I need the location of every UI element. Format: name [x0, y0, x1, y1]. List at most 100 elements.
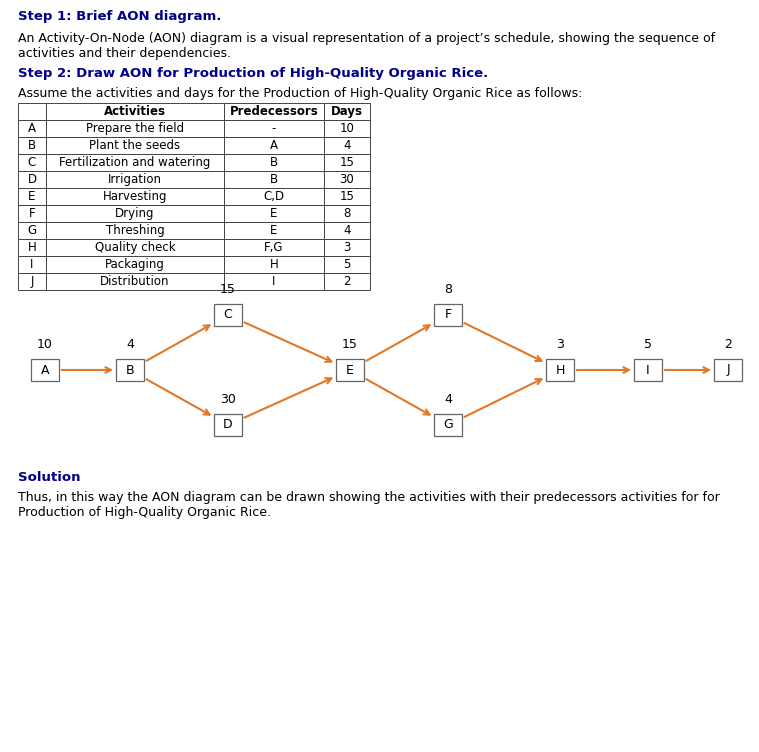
- Bar: [224, 222, 324, 239]
- Text: I: I: [646, 363, 650, 377]
- Text: H: H: [27, 241, 36, 254]
- Bar: [18, 171, 46, 188]
- Text: Solution: Solution: [18, 471, 80, 484]
- Bar: [434, 414, 462, 436]
- Bar: [324, 222, 370, 239]
- Text: Activities: Activities: [104, 105, 166, 118]
- Bar: [18, 273, 46, 290]
- Text: D: D: [27, 173, 36, 186]
- Text: B: B: [270, 156, 278, 169]
- Text: 15: 15: [220, 283, 236, 296]
- Text: 10: 10: [339, 122, 354, 135]
- Bar: [18, 137, 46, 154]
- Bar: [18, 222, 46, 239]
- Text: J: J: [726, 363, 730, 377]
- Text: 3: 3: [556, 338, 564, 351]
- Bar: [18, 256, 46, 273]
- Bar: [46, 103, 224, 120]
- Bar: [324, 273, 370, 290]
- Bar: [18, 239, 46, 256]
- Text: 5: 5: [343, 258, 351, 271]
- Text: I: I: [30, 258, 33, 271]
- Text: E: E: [28, 190, 36, 203]
- Bar: [224, 154, 324, 171]
- Text: 15: 15: [339, 156, 354, 169]
- Text: H: H: [269, 258, 279, 271]
- Text: E: E: [270, 207, 278, 220]
- Bar: [324, 239, 370, 256]
- Text: Threshing: Threshing: [106, 224, 165, 237]
- Text: Harvesting: Harvesting: [102, 190, 167, 203]
- Bar: [18, 205, 46, 222]
- Bar: [46, 205, 224, 222]
- Text: C: C: [28, 156, 36, 169]
- Text: A: A: [28, 122, 36, 135]
- Text: G: G: [443, 419, 453, 432]
- Text: C,D: C,D: [263, 190, 285, 203]
- Bar: [31, 359, 59, 381]
- Text: -: -: [272, 122, 276, 135]
- Bar: [324, 256, 370, 273]
- Text: Packaging: Packaging: [105, 258, 165, 271]
- Bar: [46, 239, 224, 256]
- Text: Predecessors: Predecessors: [230, 105, 318, 118]
- Bar: [18, 154, 46, 171]
- Text: 8: 8: [444, 283, 452, 296]
- Text: 8: 8: [343, 207, 351, 220]
- Bar: [214, 414, 242, 436]
- Bar: [18, 103, 46, 120]
- Bar: [18, 188, 46, 205]
- Bar: [116, 359, 144, 381]
- Text: F: F: [445, 308, 452, 322]
- Bar: [324, 137, 370, 154]
- Bar: [324, 103, 370, 120]
- Text: Production of High-Quality Organic Rice.: Production of High-Quality Organic Rice.: [18, 506, 271, 519]
- Text: 15: 15: [342, 338, 358, 351]
- Text: Prepare the field: Prepare the field: [86, 122, 184, 135]
- Text: Quality check: Quality check: [95, 241, 175, 254]
- Bar: [46, 273, 224, 290]
- Bar: [324, 154, 370, 171]
- Text: C: C: [224, 308, 232, 322]
- Bar: [46, 222, 224, 239]
- Text: Step 2: Draw AON for Production of High-Quality Organic Rice.: Step 2: Draw AON for Production of High-…: [18, 67, 488, 80]
- Bar: [714, 359, 742, 381]
- Bar: [224, 239, 324, 256]
- Text: 10: 10: [37, 338, 53, 351]
- Text: D: D: [223, 419, 233, 432]
- Text: B: B: [28, 139, 36, 152]
- Text: B: B: [126, 363, 134, 377]
- Bar: [224, 188, 324, 205]
- Text: J: J: [30, 275, 33, 288]
- Text: 4: 4: [126, 338, 134, 351]
- Bar: [324, 188, 370, 205]
- Bar: [324, 120, 370, 137]
- Text: Step 1: Brief AON diagram.: Step 1: Brief AON diagram.: [18, 10, 222, 23]
- Text: G: G: [27, 224, 36, 237]
- Text: Fertilization and watering: Fertilization and watering: [59, 156, 211, 169]
- Text: 2: 2: [343, 275, 351, 288]
- Text: Drying: Drying: [115, 207, 155, 220]
- Text: A: A: [270, 139, 278, 152]
- Text: H: H: [556, 363, 565, 377]
- Text: 3: 3: [343, 241, 351, 254]
- Bar: [224, 103, 324, 120]
- Text: Assume the activities and days for the Production of High-Quality Organic Rice a: Assume the activities and days for the P…: [18, 87, 582, 100]
- Text: 30: 30: [220, 393, 236, 406]
- Bar: [46, 154, 224, 171]
- Text: Days: Days: [331, 105, 363, 118]
- Text: 15: 15: [339, 190, 354, 203]
- Text: activities and their dependencies.: activities and their dependencies.: [18, 47, 231, 60]
- Bar: [46, 188, 224, 205]
- Text: E: E: [346, 363, 354, 377]
- Text: F: F: [29, 207, 36, 220]
- Text: Irrigation: Irrigation: [108, 173, 162, 186]
- Bar: [324, 171, 370, 188]
- Bar: [46, 137, 224, 154]
- Bar: [224, 120, 324, 137]
- Bar: [324, 205, 370, 222]
- Text: 5: 5: [644, 338, 652, 351]
- Text: 4: 4: [343, 224, 351, 237]
- Text: 4: 4: [444, 393, 452, 406]
- Bar: [224, 171, 324, 188]
